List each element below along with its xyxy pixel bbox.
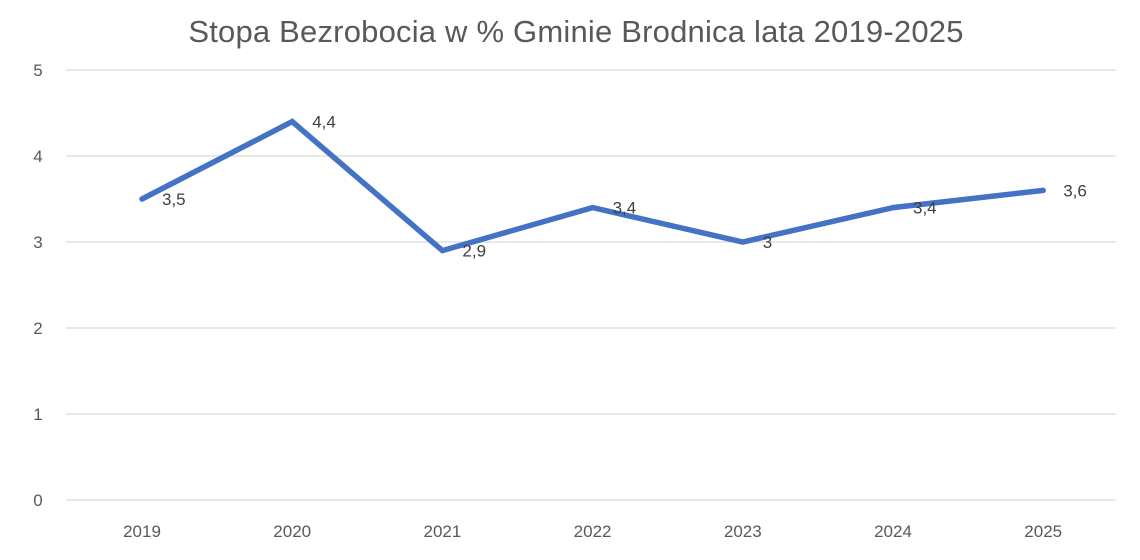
x-axis-tick-label: 2022 bbox=[574, 522, 612, 541]
y-axis-tick-label: 4 bbox=[33, 147, 42, 166]
data-label: 4,4 bbox=[312, 113, 336, 132]
x-axis-tick-label: 2025 bbox=[1024, 522, 1062, 541]
data-line bbox=[139, 118, 1046, 254]
x-axis-tick-label: 2019 bbox=[123, 522, 161, 541]
y-axis-tick-label: 0 bbox=[33, 491, 42, 510]
x-axis-tick-label: 2024 bbox=[874, 522, 912, 541]
y-axis-tick-label: 5 bbox=[33, 61, 42, 80]
y-axis-tick-label: 2 bbox=[33, 319, 42, 338]
y-axis-tick-label: 1 bbox=[33, 405, 42, 424]
y-axis-tick-label: 3 bbox=[33, 233, 42, 252]
data-label: 2,9 bbox=[462, 242, 486, 261]
data-label: 3 bbox=[763, 233, 772, 252]
data-label: 3,4 bbox=[913, 199, 937, 218]
data-label: 3,4 bbox=[613, 199, 637, 218]
x-axis-tick-label: 2023 bbox=[724, 522, 762, 541]
chart-title: Stopa Bezrobocia w % Gminie Brodnica lat… bbox=[188, 14, 964, 49]
data-label: 3,5 bbox=[162, 190, 186, 209]
x-axis-tick-label: 2020 bbox=[273, 522, 311, 541]
data-label: 3,6 bbox=[1063, 181, 1087, 200]
x-axis-tick-label: 2021 bbox=[423, 522, 461, 541]
